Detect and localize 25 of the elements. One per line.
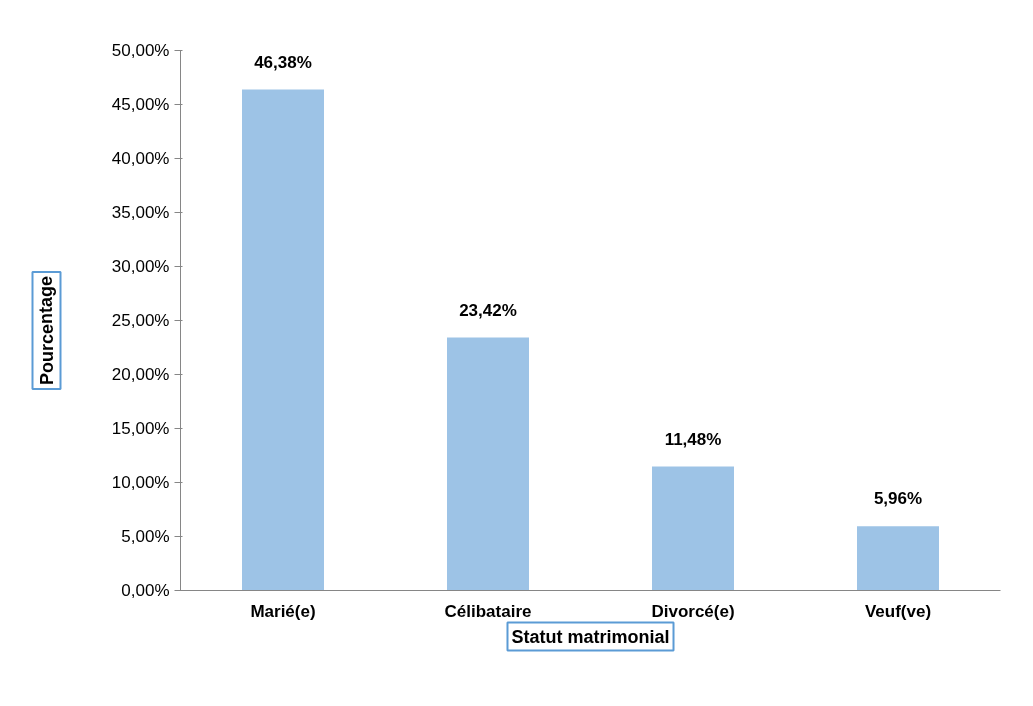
y-tick-label: 25,00% — [111, 311, 170, 330]
x-tick-label: Divorcé(e) — [651, 601, 735, 621]
y-tick-label: 0,00% — [121, 581, 170, 600]
x-tick-label: Marié(e) — [250, 601, 316, 621]
x-tick-label: Célibataire — [444, 601, 532, 621]
y-tick-label: 10,00% — [111, 473, 170, 492]
bar — [242, 89, 324, 591]
data-label: 11,48% — [664, 429, 722, 449]
x-axis-title: Statut matrimonial — [511, 626, 670, 647]
y-tick-label: 45,00% — [111, 95, 170, 114]
y-tick-label: 50,00% — [111, 41, 170, 60]
data-label: 5,96% — [873, 489, 923, 509]
y-tick-label: 5,00% — [121, 527, 170, 546]
y-tick-label: 40,00% — [111, 149, 170, 168]
y-tick-label: 35,00% — [111, 203, 170, 222]
y-tick-label: 20,00% — [111, 365, 170, 384]
data-label: 46,38% — [254, 52, 312, 72]
bar — [447, 337, 529, 591]
x-tick-label: Veuf(ve) — [864, 601, 932, 621]
bar — [857, 526, 939, 591]
data-label: 23,42% — [459, 300, 517, 320]
y-axis-title: Pourcentage — [36, 275, 57, 386]
y-tick-label: 15,00% — [111, 419, 170, 438]
bar — [652, 466, 734, 591]
y-tick-label: 30,00% — [111, 257, 170, 276]
